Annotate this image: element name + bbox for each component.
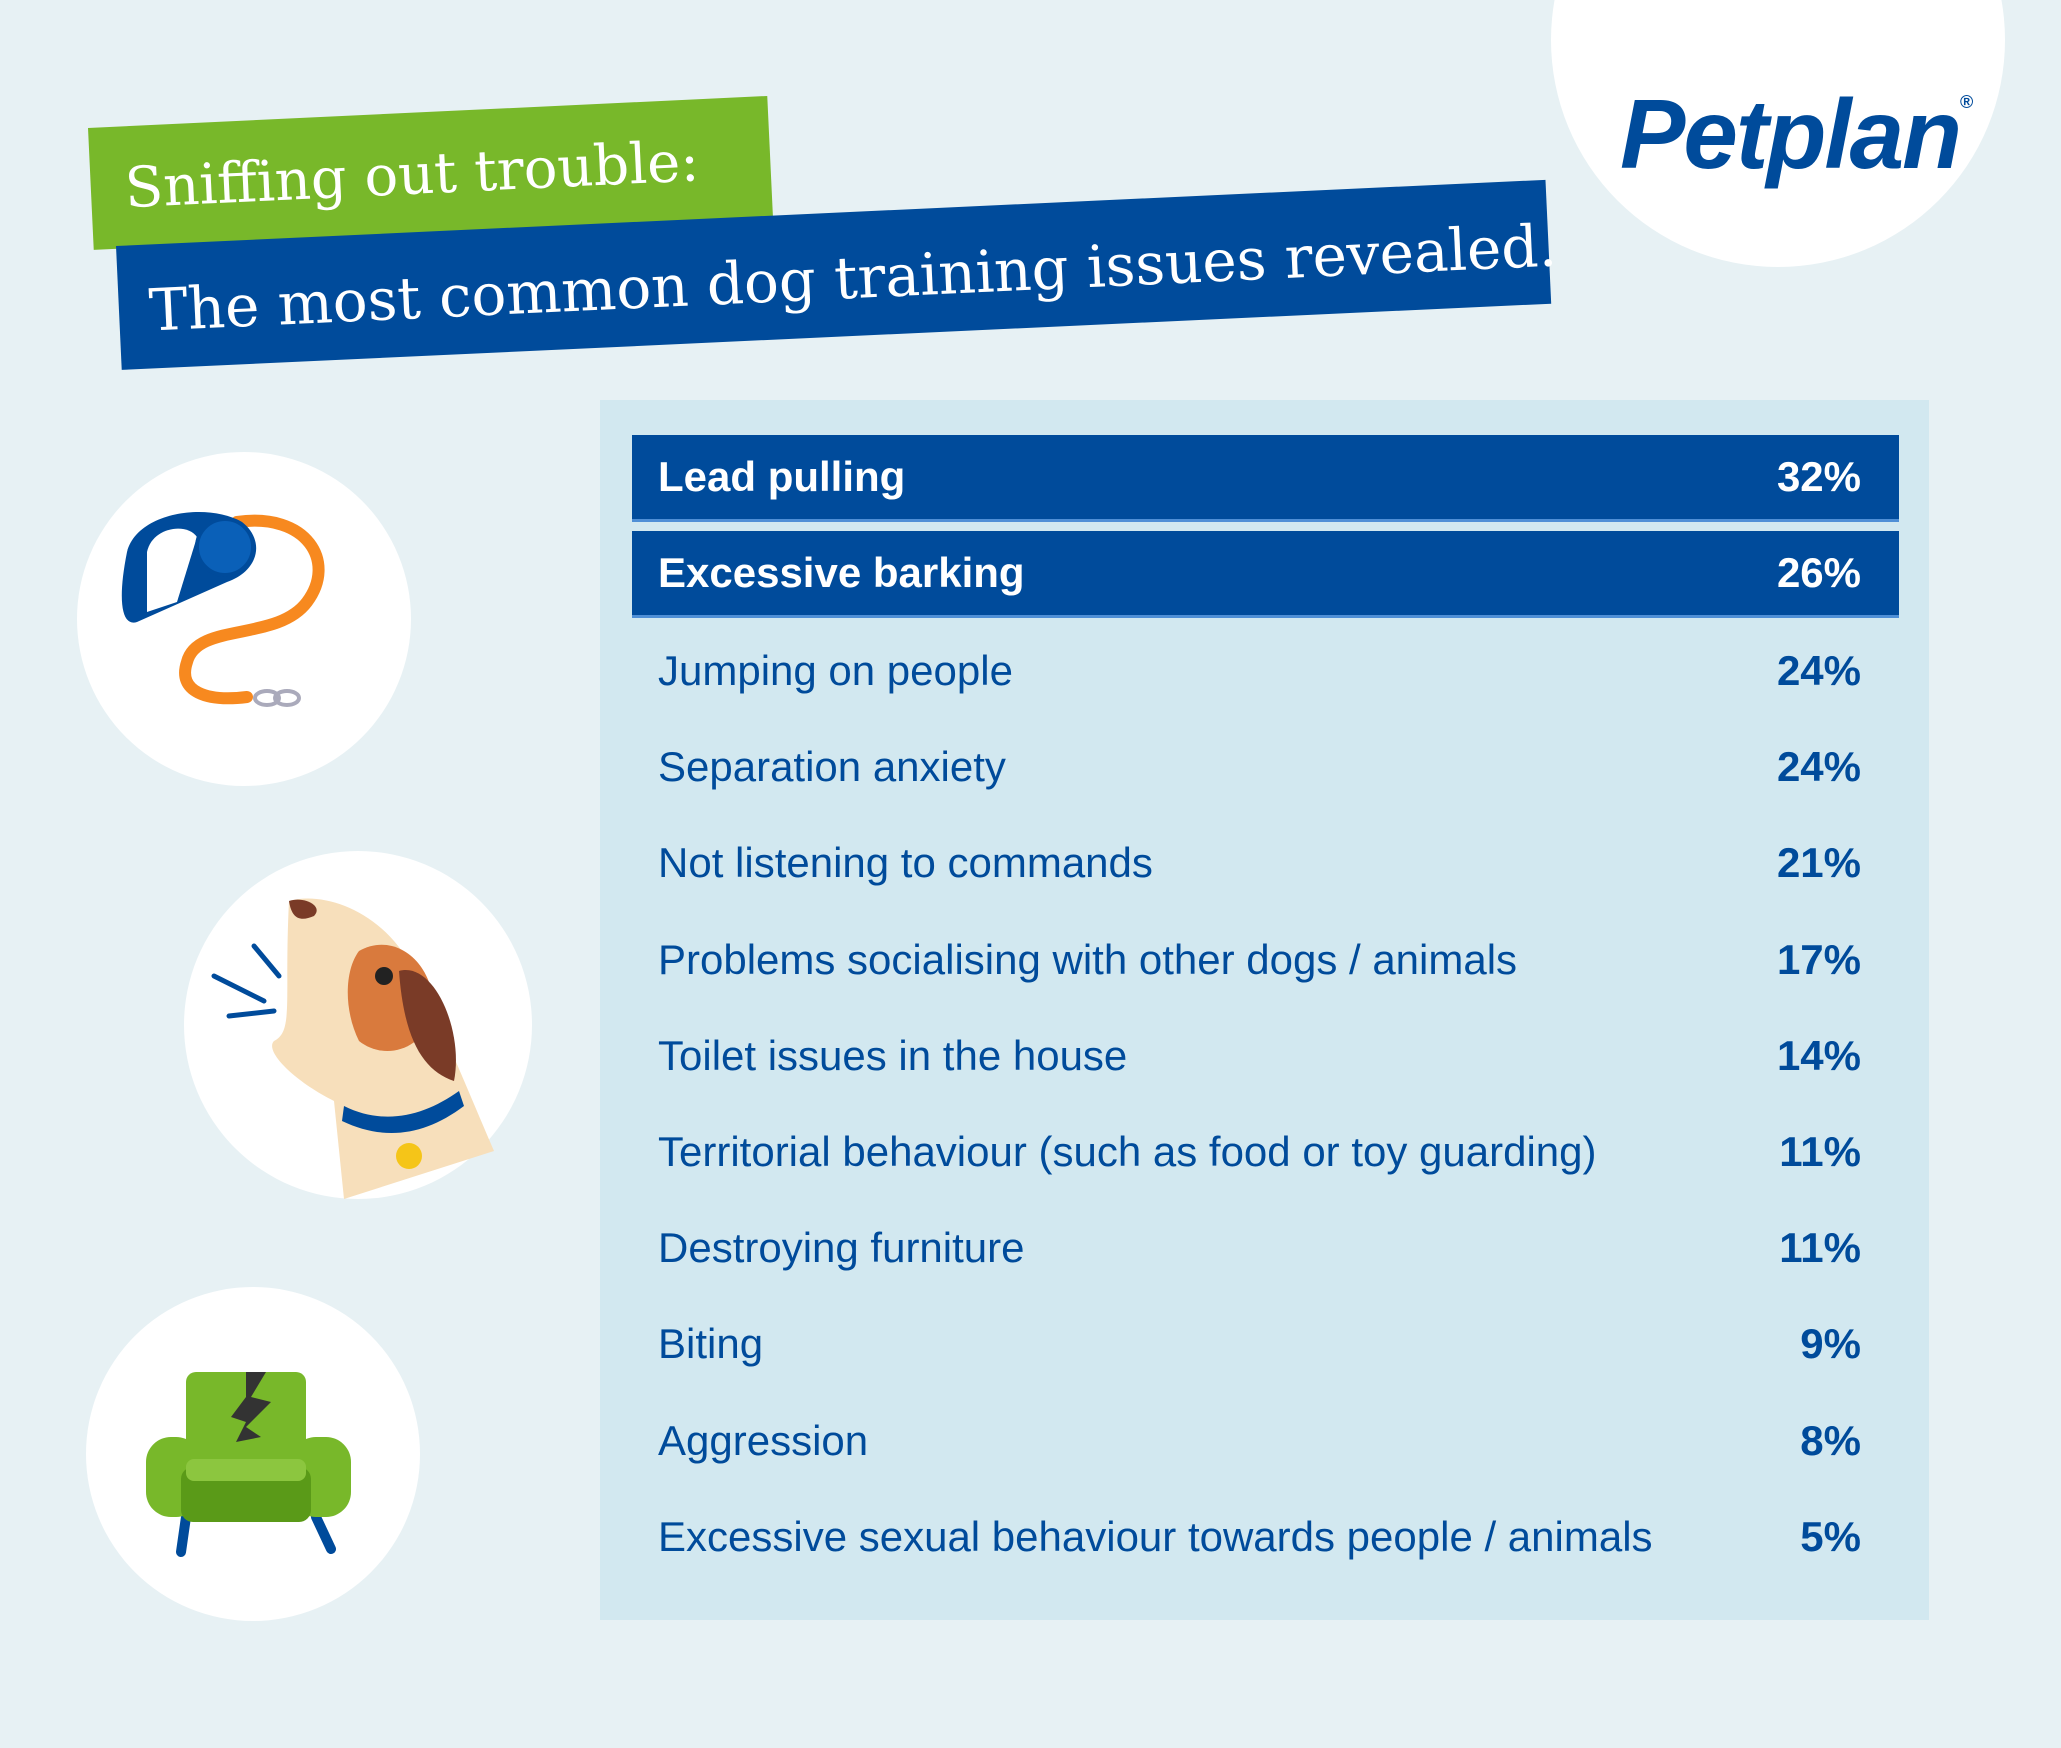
issue-label: Lead pulling [658,453,906,500]
issue-percentage: 11% [1779,1127,1861,1175]
petplan-logo: Petplan® [1620,78,1973,191]
issue-percentage: 17% [1776,935,1861,983]
issue-row: Jumping on people 24% [632,627,1899,714]
issue-row: Biting 9% [632,1301,1899,1388]
issue-label: Biting [658,1320,764,1368]
issue-percentage: 5% [1800,1512,1861,1560]
issue-row: Problems socialising with other dogs / a… [632,916,1899,1003]
issue-row: Excessive barking 26% [632,531,1899,619]
issue-percentage: 11% [1779,1224,1861,1272]
issue-percentage: 32% [1776,453,1861,500]
issue-label: Territorial behaviour (such as food or t… [658,1127,1597,1175]
issue-row: Destroying furniture 11% [632,1205,1899,1292]
issue-label: Aggression [658,1416,869,1464]
issue-row: Lead pulling 32% [632,435,1899,522]
issue-row: Toilet issues in the house 14% [632,1012,1899,1099]
registered-mark: ® [1959,92,1973,112]
logo-text: Petplan [1620,79,1962,189]
issue-percentage: 14% [1776,1031,1861,1079]
issue-label: Problems socialising with other dogs / a… [658,935,1518,983]
issue-row: Not listening to commands 21% [632,820,1899,907]
issue-percentage: 24% [1776,646,1861,694]
barking-dog-icon [211,898,494,1199]
issue-label: Separation anxiety [658,743,1006,791]
issue-label: Jumping on people [658,646,1013,694]
leash-circle [77,452,411,786]
issue-label: Excessive sexual behaviour towards peopl… [658,1512,1653,1560]
issue-row: Aggression 8% [632,1397,1899,1484]
issue-label: Not listening to commands [658,839,1153,887]
retractable-leash-icon [121,512,325,707]
issue-percentage: 8% [1800,1416,1861,1464]
title-line-1: Sniffing out trouble: [123,129,701,222]
issue-row: Separation anxiety 24% [632,724,1899,811]
issue-row: Excessive sexual behaviour towards peopl… [632,1493,1899,1580]
issue-percentage: 24% [1776,743,1861,791]
issue-label: Toilet issues in the house [658,1031,1128,1079]
issue-percentage: 26% [1776,549,1861,597]
issue-percentage: 21% [1776,839,1861,887]
torn-armchair-icon [146,1372,351,1557]
chair-circle [86,1287,420,1621]
issue-label: Excessive barking [658,549,1025,597]
dog-circle [184,851,532,1199]
issue-label: Destroying furniture [658,1224,1025,1272]
issue-percentage: 9% [1800,1320,1861,1368]
issue-row: Territorial behaviour (such as food or t… [632,1108,1899,1195]
